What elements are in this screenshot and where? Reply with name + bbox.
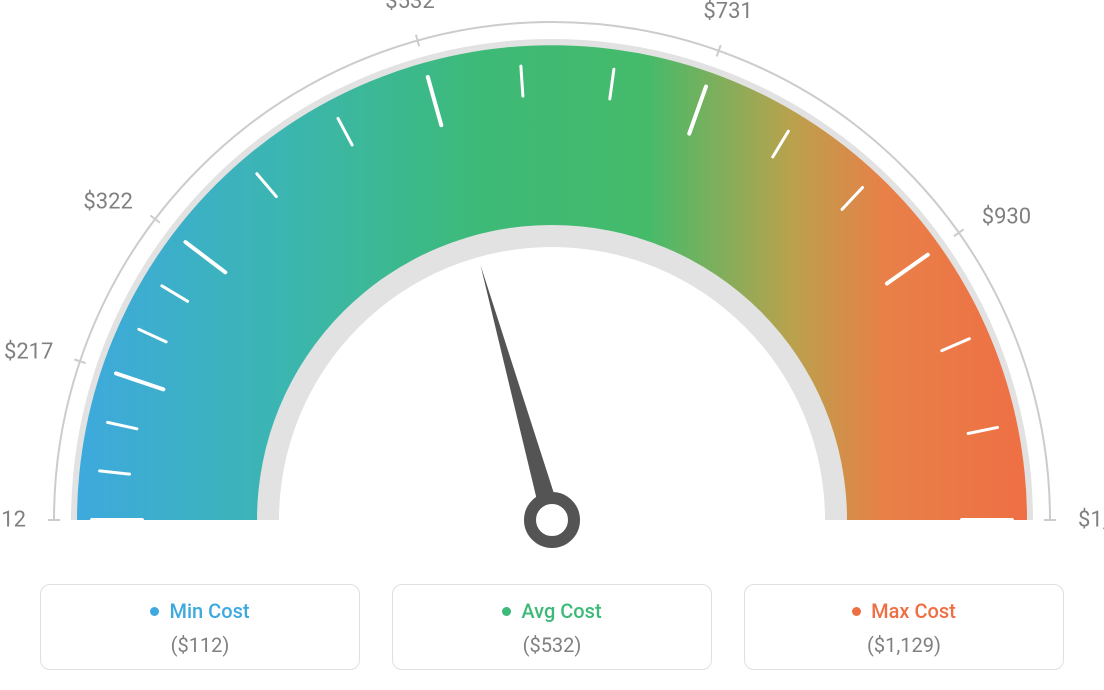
gauge-tick-label: $217 [4,340,53,365]
dot-icon [852,607,861,616]
gauge-tick-label: $1,129 [1078,508,1104,533]
legend-value-max: ($1,129) [755,633,1053,657]
dot-icon [150,607,159,616]
dot-icon [502,607,511,616]
legend-title-avg: Avg Cost [502,599,601,623]
legend-row: Min Cost ($112) Avg Cost ($532) Max Cost… [0,584,1104,670]
gauge-tick-label: $322 [83,190,132,215]
legend-label-min: Min Cost [169,599,249,623]
gauge-tick-label: $930 [982,204,1031,229]
legend-title-max: Max Cost [852,599,956,623]
gauge-svg [0,0,1104,560]
legend-label-avg: Avg Cost [521,599,601,623]
legend-value-avg: ($532) [403,633,701,657]
legend-card-min: Min Cost ($112) [40,584,360,670]
legend-title-min: Min Cost [150,599,249,623]
gauge-tick-label: $731 [703,0,752,24]
legend-label-max: Max Cost [871,599,956,623]
gauge-tick-label: $532 [385,0,434,14]
legend-value-min: ($112) [51,633,349,657]
legend-card-avg: Avg Cost ($532) [392,584,712,670]
gauge-tick-label: $112 [0,508,26,533]
legend-card-max: Max Cost ($1,129) [744,584,1064,670]
gauge-chart: $112 $217 $322 $532 $731 $930 $1,129 [0,0,1104,560]
